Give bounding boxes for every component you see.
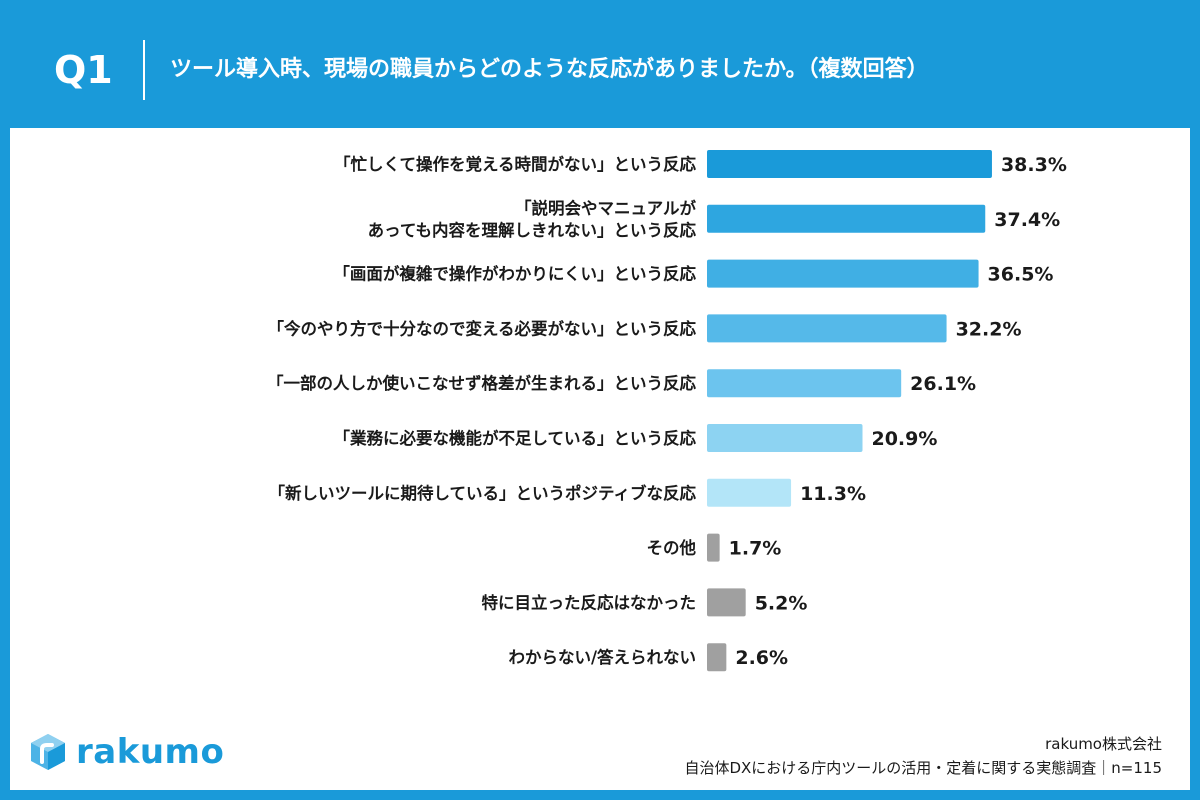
bar-8 <box>707 533 720 562</box>
value-label-7: 11.3% <box>800 483 866 505</box>
category-label-4: 「今のやり方で十分なので変える必要がない」という反応 <box>267 318 696 338</box>
category-label-9: 特に目立った反応はなかった <box>482 592 697 612</box>
bar-1 <box>707 150 992 178</box>
category-label-3: 「画面が複雑で操作がわかりにくい」という反応 <box>333 264 696 284</box>
category-label-line: 「業務に必要な機能が不足している」という反応 <box>333 428 696 448</box>
category-label-line: その他 <box>647 538 697 558</box>
category-label-line: わからない/答えられない <box>508 647 696 667</box>
bar-6 <box>707 424 863 452</box>
survey-info: 自治体DXにおける庁内ツールの活用・定着に関する実態調査｜n=115 <box>684 759 1162 777</box>
value-label-5: 26.1% <box>910 373 976 395</box>
category-label-1: 「忙しくて操作を覚える時間がない」という反応 <box>334 154 697 174</box>
category-label-line: 「今のやり方で十分なので変える必要がない」という反応 <box>267 318 696 338</box>
category-label-line: あっても内容を理解しきれない」という反応 <box>368 220 697 240</box>
category-label-line: 「一部の人しか使いこなせず格差が生まれる」という反応 <box>267 373 697 393</box>
bar-chart: 38.3% 「忙しくて操作を覚える時間がない」という反応 37.4% 「説明会やマニュ… <box>267 150 1067 672</box>
value-label-9: 5.2% <box>755 592 808 614</box>
chart-card: 38.3% 「忙しくて操作を覚える時間がない」という反応 37.4% 「説明会やマニュ… <box>10 128 1190 790</box>
brand-logo: rakumo <box>28 730 224 774</box>
company-name: rakumo株式会社 <box>1045 735 1162 753</box>
category-label-8: その他 <box>647 538 697 558</box>
brand-name: rakumo <box>76 732 225 772</box>
bar-10 <box>707 643 727 672</box>
category-label-line: 特に目立った反応はなかった <box>482 592 697 612</box>
question-header: Q1 ツール導入時、現場の職員からどのような反応がありましたか。（複数回答） <box>0 0 1200 128</box>
bar-4 <box>707 314 947 343</box>
bar-5 <box>707 369 902 398</box>
survey-credit: rakumo株式会社 自治体DXにおける庁内ツールの活用・定着に関する実態調査｜… <box>684 732 1162 780</box>
bar-9 <box>707 588 746 617</box>
value-label-4: 32.2% <box>956 318 1022 340</box>
value-label-3: 36.5% <box>988 264 1054 286</box>
question-number: Q1 <box>54 48 113 92</box>
bar-2 <box>707 204 986 233</box>
value-label-2: 37.4% <box>994 209 1060 231</box>
category-label-line: 「忙しくて操作を覚える時間がない」という反応 <box>334 154 697 174</box>
header-divider <box>143 40 145 100</box>
category-label-line: 「新しいツールに期待している」というポジティブな反応 <box>268 483 696 503</box>
category-label-line: 「説明会やマニュアルが <box>515 198 697 218</box>
category-label-10: わからない/答えられない <box>508 647 696 667</box>
value-label-8: 1.7% <box>729 538 782 560</box>
bar-7 <box>707 478 792 507</box>
value-label-6: 20.9% <box>871 428 937 450</box>
category-label-line: 「画面が複雑で操作がわかりにくい」という反応 <box>333 264 696 284</box>
category-label-6: 「業務に必要な機能が不足している」という反応 <box>333 428 696 448</box>
category-label-7: 「新しいツールに期待している」というポジティブな反応 <box>268 483 696 503</box>
category-label-5: 「一部の人しか使いこなせず格差が生まれる」という反応 <box>267 373 697 393</box>
value-label-1: 38.3% <box>1001 154 1067 176</box>
bar-3 <box>707 259 979 288</box>
category-label-2: 「説明会やマニュアルがあっても内容を理解しきれない」という反応 <box>368 198 697 240</box>
value-label-10: 2.6% <box>735 647 788 669</box>
rakumo-cube-icon <box>31 734 65 770</box>
question-title: ツール導入時、現場の職員からどのような反応がありましたか。（複数回答） <box>170 57 929 82</box>
